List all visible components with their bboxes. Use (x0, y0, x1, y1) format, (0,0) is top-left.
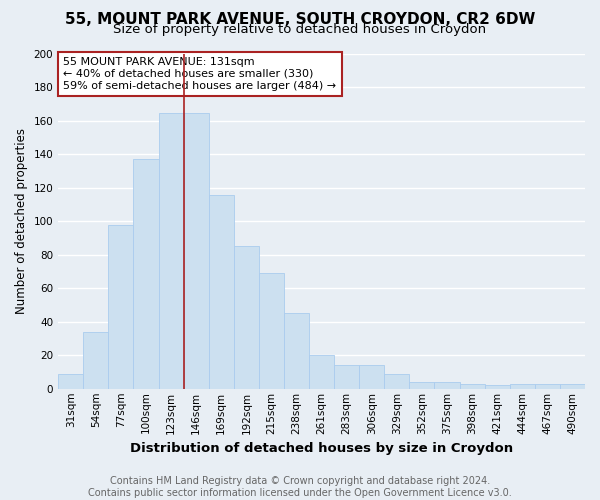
Y-axis label: Number of detached properties: Number of detached properties (15, 128, 28, 314)
Bar (510, 384, 535, 389)
Bar (460, 384, 485, 389)
Bar (259, 274, 284, 389)
Bar (535, 384, 560, 389)
Bar (409, 382, 434, 389)
Bar (234, 246, 259, 389)
Bar (385, 374, 409, 389)
Text: 55 MOUNT PARK AVENUE: 131sqm
← 40% of detached houses are smaller (330)
59% of s: 55 MOUNT PARK AVENUE: 131sqm ← 40% of de… (64, 58, 337, 90)
Text: Contains HM Land Registry data © Crown copyright and database right 2024.
Contai: Contains HM Land Registry data © Crown c… (88, 476, 512, 498)
Bar (209, 194, 234, 389)
Bar (485, 386, 510, 389)
Bar (158, 112, 184, 389)
Text: Size of property relative to detached houses in Croydon: Size of property relative to detached ho… (113, 22, 487, 36)
Bar (184, 112, 209, 389)
Bar (109, 224, 133, 389)
Bar (560, 384, 585, 389)
Bar (284, 314, 309, 389)
X-axis label: Distribution of detached houses by size in Croydon: Distribution of detached houses by size … (130, 442, 513, 455)
Bar (58, 374, 83, 389)
Bar (359, 366, 385, 389)
Bar (334, 366, 359, 389)
Bar (133, 160, 158, 389)
Bar (309, 356, 334, 389)
Bar (434, 382, 460, 389)
Text: 55, MOUNT PARK AVENUE, SOUTH CROYDON, CR2 6DW: 55, MOUNT PARK AVENUE, SOUTH CROYDON, CR… (65, 12, 535, 28)
Bar (83, 332, 109, 389)
